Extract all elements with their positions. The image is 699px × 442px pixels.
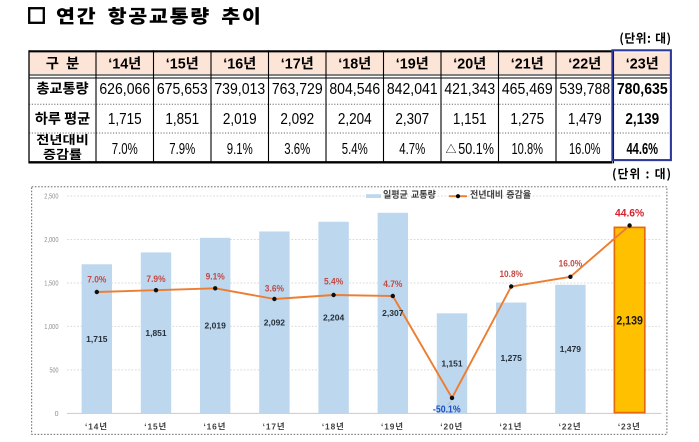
svg-text:2,204: 2,204 (323, 313, 345, 323)
svg-text:4.7%: 4.7% (383, 279, 402, 289)
svg-text:9.1%: 9.1% (227, 141, 253, 158)
svg-text:44.6%: 44.6% (615, 207, 644, 219)
svg-text:7.0%: 7.0% (87, 275, 106, 285)
svg-text:5.4%: 5.4% (342, 141, 368, 158)
svg-text:‘18: ‘18 (338, 55, 358, 72)
svg-text:421,343: 421,343 (444, 81, 495, 98)
svg-text:1,715: 1,715 (108, 111, 142, 128)
svg-text:2,204: 2,204 (338, 111, 372, 128)
svg-text:3.6%: 3.6% (265, 284, 284, 294)
svg-text:1,500: 1,500 (44, 280, 58, 287)
svg-text:1,000: 1,000 (44, 324, 58, 331)
svg-text:2,500: 2,500 (44, 193, 58, 200)
svg-text:‘20: ‘20 (440, 421, 454, 431)
svg-text:‘15: ‘15 (144, 421, 158, 431)
svg-text:‘19: ‘19 (381, 421, 395, 431)
svg-text:0: 0 (55, 411, 59, 418)
svg-text:1,851: 1,851 (145, 328, 167, 338)
svg-text:626,066: 626,066 (99, 81, 150, 98)
svg-text:44.6%: 44.6% (627, 141, 659, 158)
svg-text:16.0%: 16.0% (559, 259, 583, 269)
svg-text:5.4%: 5.4% (324, 276, 343, 286)
svg-text:539,788: 539,788 (559, 81, 610, 98)
svg-text:‘17: ‘17 (263, 421, 277, 431)
svg-text:‘21: ‘21 (511, 55, 531, 72)
svg-text:10.8%: 10.8% (499, 269, 523, 279)
svg-text:1,715: 1,715 (86, 334, 108, 344)
svg-text:804,546: 804,546 (329, 81, 380, 98)
svg-text:‘16: ‘16 (223, 55, 243, 72)
svg-text:‘19: ‘19 (396, 55, 416, 72)
svg-text:2,000: 2,000 (44, 237, 58, 244)
svg-text:4.7%: 4.7% (399, 141, 425, 158)
svg-text:780,635: 780,635 (617, 81, 668, 98)
svg-text:500: 500 (50, 367, 59, 374)
svg-text:1,151: 1,151 (441, 358, 463, 368)
svg-text:2,139: 2,139 (625, 111, 659, 128)
svg-text:‘20: ‘20 (453, 55, 473, 72)
svg-text:‘15: ‘15 (166, 55, 186, 72)
svg-text:2,092: 2,092 (264, 318, 286, 328)
svg-text:‘22: ‘22 (568, 55, 588, 72)
svg-text:2,019: 2,019 (223, 111, 257, 128)
svg-text:2,307: 2,307 (395, 111, 429, 128)
svg-text:7.0%: 7.0% (112, 141, 138, 158)
svg-text:10.8%: 10.8% (512, 141, 544, 158)
svg-text:16.0%: 16.0% (569, 141, 601, 158)
svg-text:1,851: 1,851 (165, 111, 199, 128)
svg-text:7.9%: 7.9% (169, 141, 195, 158)
svg-text:739,013: 739,013 (214, 81, 265, 98)
svg-text:‘23: ‘23 (618, 421, 632, 431)
svg-text:50.1%: 50.1% (458, 141, 494, 158)
svg-text:675,653: 675,653 (157, 81, 208, 98)
svg-text:‘18: ‘18 (322, 421, 336, 431)
svg-text:‘17: ‘17 (281, 55, 301, 72)
svg-text:7.9%: 7.9% (146, 274, 165, 284)
svg-text:‘23: ‘23 (626, 55, 646, 72)
svg-text:842,041: 842,041 (387, 81, 438, 98)
svg-text:763,729: 763,729 (272, 81, 323, 98)
svg-text:2,092: 2,092 (280, 111, 314, 128)
svg-text:‘16: ‘16 (203, 421, 217, 431)
svg-text:‘22: ‘22 (559, 421, 573, 431)
svg-text:-50.1%: -50.1% (433, 404, 461, 415)
svg-text:‘14: ‘14 (85, 421, 99, 431)
svg-text:1,479: 1,479 (568, 111, 602, 128)
svg-text:‘14: ‘14 (108, 55, 129, 72)
svg-text:9.1%: 9.1% (206, 271, 225, 281)
svg-text:1,479: 1,479 (560, 344, 582, 354)
svg-text:‘21: ‘21 (499, 421, 513, 431)
svg-text:3.6%: 3.6% (284, 141, 310, 158)
svg-text:2,307: 2,307 (382, 308, 404, 318)
svg-text:465,469: 465,469 (502, 81, 553, 98)
svg-text:2,139: 2,139 (616, 314, 643, 328)
svg-text:1,275: 1,275 (510, 111, 544, 128)
svg-text:1,275: 1,275 (501, 353, 523, 363)
svg-text:1,151: 1,151 (453, 111, 487, 128)
svg-text:2,019: 2,019 (205, 321, 227, 331)
